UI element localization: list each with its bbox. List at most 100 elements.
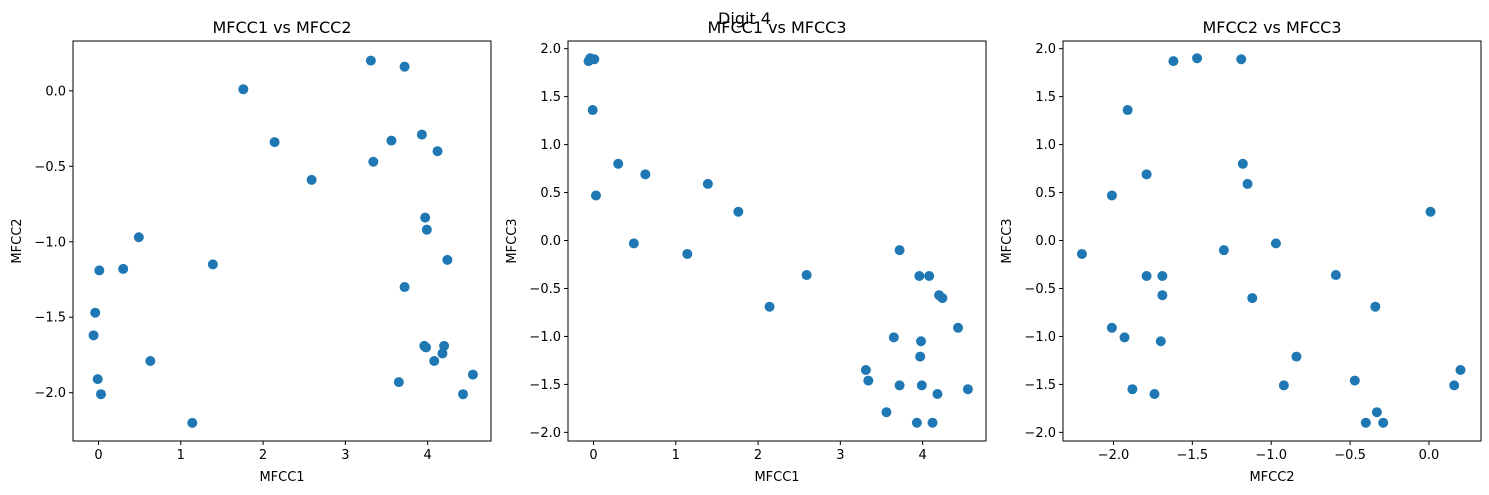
data-point: [1330, 270, 1341, 281]
y-tick-label: −1.5: [1024, 378, 1056, 393]
y-axis-label: MFCC3: [505, 218, 520, 263]
data-point: [306, 174, 317, 185]
data-point: [1157, 271, 1168, 282]
data-point: [1349, 375, 1360, 386]
x-tick-label: −0.5: [1334, 448, 1366, 463]
x-tick-label: 0: [94, 448, 102, 463]
x-tick-label: 1: [672, 448, 680, 463]
data-point: [421, 342, 431, 353]
data-point: [1278, 380, 1289, 391]
data-point: [1378, 417, 1389, 428]
data-point: [1149, 389, 1160, 399]
data-point: [589, 54, 600, 65]
data-point: [399, 61, 410, 72]
y-tick-label: 2.0: [540, 42, 561, 57]
data-point: [590, 190, 601, 201]
y-tick-label: −1.0: [529, 330, 561, 345]
y-axis-label: MFCC2: [10, 218, 25, 263]
data-point: [1106, 322, 1117, 333]
data-point: [628, 238, 639, 249]
data-point: [1141, 271, 1152, 282]
data-point: [94, 265, 105, 276]
x-tick-label: −1.5: [1177, 448, 1209, 463]
data-point: [421, 224, 432, 235]
x-axis-label: MFCC1: [259, 470, 304, 485]
data-point: [368, 156, 379, 167]
data-point: [863, 375, 874, 386]
data-point: [881, 407, 892, 418]
data-point: [1122, 105, 1133, 116]
data-point: [640, 169, 651, 180]
x-tick-label: −2.0: [1098, 448, 1130, 463]
data-point: [914, 271, 925, 282]
x-tick-label: 4: [424, 448, 432, 463]
y-tick-label: 1.5: [540, 90, 561, 105]
y-tick-label: 2.0: [1035, 42, 1056, 57]
data-point: [1218, 245, 1229, 256]
y-tick-label: −1.5: [529, 378, 561, 393]
data-point: [733, 206, 744, 217]
subplot-title: MFCC1 vs MFCC2: [212, 18, 351, 37]
data-point: [133, 232, 144, 243]
y-tick-label: 1.0: [1035, 138, 1056, 153]
data-point: [420, 212, 431, 223]
data-point: [1106, 190, 1117, 201]
y-tick-label: 0.0: [540, 234, 561, 249]
data-point: [416, 129, 427, 140]
x-tick-label: 1: [177, 448, 185, 463]
data-point: [860, 365, 871, 376]
data-point: [894, 245, 905, 256]
y-tick-label: −1.0: [34, 235, 66, 250]
x-axis-label: MFCC2: [1249, 470, 1294, 485]
subplot-title: MFCC2 vs MFCC3: [1202, 18, 1341, 37]
data-point: [927, 417, 938, 428]
x-tick-label: 2: [259, 448, 267, 463]
data-point: [432, 146, 443, 157]
data-point: [1236, 54, 1247, 65]
data-point: [1157, 290, 1168, 301]
x-axis-label: MFCC1: [754, 470, 799, 485]
data-point: [1192, 53, 1203, 64]
y-tick-label: −2.0: [34, 386, 66, 401]
data-point: [1371, 407, 1382, 418]
y-tick-label: 0.5: [1035, 186, 1056, 201]
data-point: [145, 356, 156, 366]
data-point: [613, 158, 624, 169]
subplot-mfcc1-vs-mfcc3: 0 1 2 3 4 −2.0 −1.5 −1.0 −0.5 0.0 0.5 1.0 1.5 2.0 MFCC…: [505, 18, 987, 485]
axes-frame: [72, 40, 492, 442]
data-point: [386, 135, 397, 146]
subplot-mfcc2-vs-mfcc3: −2.0 −1.5 −1.0 −0.5 0.0 −2.0 −1.5 −1.0 −0.5 0.0 0.…: [1000, 18, 1482, 485]
data-point: [437, 348, 448, 359]
data-point: [458, 389, 469, 400]
y-tick-label: 1.0: [540, 138, 561, 153]
data-point: [269, 137, 280, 148]
data-point: [399, 282, 410, 293]
data-point: [1155, 336, 1166, 347]
data-point: [1270, 238, 1281, 249]
data-point: [90, 307, 101, 318]
data-point: [915, 351, 926, 362]
data-point: [1127, 384, 1138, 395]
data-point: [953, 322, 964, 333]
data-point: [916, 380, 927, 391]
data-point: [429, 356, 440, 366]
data-point: [1247, 293, 1258, 304]
data-point: [916, 336, 926, 347]
data-point: [207, 259, 218, 270]
x-tick-label: 3: [341, 448, 349, 463]
data-point: [1119, 332, 1130, 343]
data-point: [682, 248, 693, 259]
data-point: [442, 254, 453, 265]
data-point: [937, 293, 948, 304]
data-point: [393, 377, 404, 388]
data-point: [1076, 248, 1087, 259]
x-tick-label: −1.0: [1255, 448, 1287, 463]
y-tick-label: −1.5: [34, 311, 66, 326]
subplot-title: MFCC1 vs MFCC3: [707, 18, 846, 37]
data-point: [365, 55, 376, 66]
data-point: [911, 417, 922, 428]
data-point: [888, 332, 899, 343]
data-point: [801, 270, 812, 281]
y-tick-label: 1.5: [1035, 90, 1056, 105]
data-point: [1370, 301, 1381, 312]
